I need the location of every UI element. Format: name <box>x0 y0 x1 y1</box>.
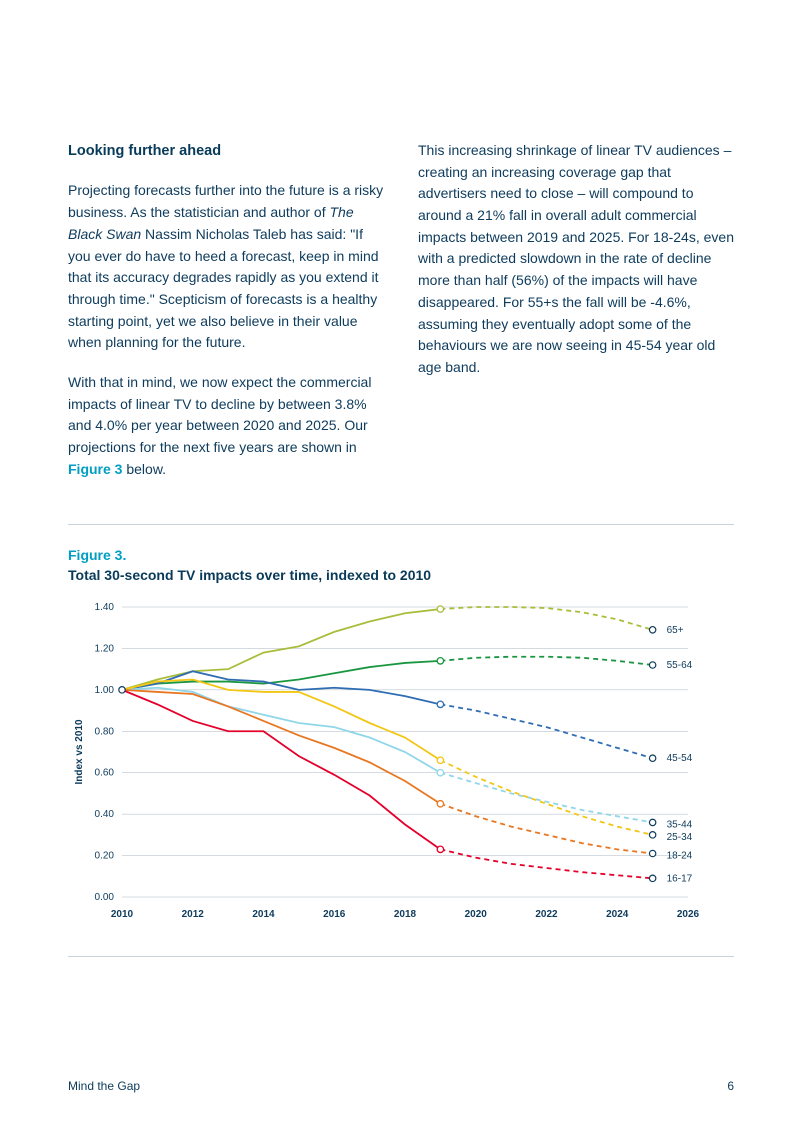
svg-text:65+: 65+ <box>667 625 684 636</box>
svg-text:18-24: 18-24 <box>667 851 693 862</box>
document-page: Looking further ahead Projecting forecas… <box>0 0 802 1133</box>
svg-text:0.40: 0.40 <box>95 810 115 821</box>
svg-text:2010: 2010 <box>111 909 134 920</box>
svg-text:2014: 2014 <box>252 909 275 920</box>
paragraph: Projecting forecasts further into the fu… <box>68 180 384 354</box>
page-number: 6 <box>727 1079 734 1093</box>
svg-text:1.00: 1.00 <box>95 685 115 696</box>
svg-text:55-64: 55-64 <box>667 660 693 671</box>
figure-title: Total 30-second TV impacts over time, in… <box>68 567 734 583</box>
figure-label: Figure 3. <box>68 547 734 563</box>
svg-text:0.00: 0.00 <box>95 892 115 903</box>
svg-text:2024: 2024 <box>606 909 629 920</box>
section-divider <box>68 956 734 957</box>
svg-text:2018: 2018 <box>394 909 417 920</box>
svg-text:2016: 2016 <box>323 909 346 920</box>
svg-text:Index vs 2010: Index vs 2010 <box>74 719 85 784</box>
paragraph: With that in mind, we now expect the com… <box>68 372 384 480</box>
svg-text:2022: 2022 <box>535 909 558 920</box>
left-column: Looking further ahead Projecting forecas… <box>68 140 384 498</box>
chart-svg: 0.00 0.20 0.40 0.60 0.80 1.00 1.20 1.40 Index vs… <box>68 597 733 942</box>
line-chart: 0.00 0.20 0.40 0.60 0.80 1.00 1.20 1.40 Index vs… <box>68 597 734 942</box>
text-run: Nassim Nicholas Taleb has said: "If you … <box>68 226 379 350</box>
svg-text:35-44: 35-44 <box>667 820 693 831</box>
svg-text:2026: 2026 <box>677 909 700 920</box>
svg-text:0.80: 0.80 <box>95 727 115 738</box>
svg-text:25-34: 25-34 <box>667 832 693 843</box>
footer-left-text: Mind the Gap <box>68 1079 140 1093</box>
svg-text:1.40: 1.40 <box>95 602 115 613</box>
section-heading: Looking further ahead <box>68 140 384 162</box>
svg-text:16-17: 16-17 <box>667 874 693 885</box>
svg-text:1.20: 1.20 <box>95 644 115 655</box>
svg-text:2012: 2012 <box>182 909 205 920</box>
svg-text:45-54: 45-54 <box>667 754 693 765</box>
svg-text:2020: 2020 <box>465 909 488 920</box>
svg-text:0.20: 0.20 <box>95 851 115 862</box>
section-divider <box>68 524 734 525</box>
paragraph: This increasing shrinkage of linear TV a… <box>418 140 734 379</box>
text-run: With that in mind, we now expect the com… <box>68 374 371 455</box>
two-column-text: Looking further ahead Projecting forecas… <box>68 140 734 498</box>
svg-text:0.60: 0.60 <box>95 768 115 779</box>
right-column: This increasing shrinkage of linear TV a… <box>418 140 734 498</box>
figure-reference: Figure 3 <box>68 461 122 477</box>
text-run: below. <box>122 461 166 477</box>
page-footer: Mind the Gap 6 <box>68 1079 734 1093</box>
